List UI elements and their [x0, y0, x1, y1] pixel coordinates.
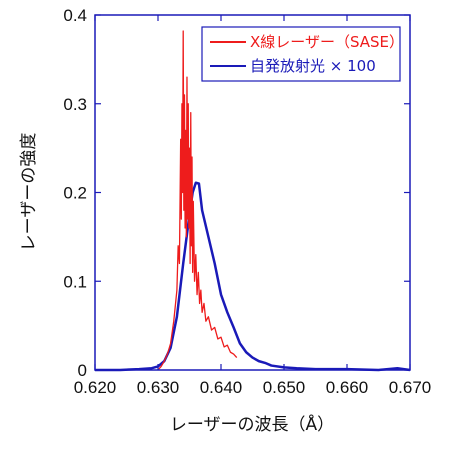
x-tick-label: 0.620 — [74, 378, 117, 397]
legend: X線レーザー（SASE） 自発放射光 × 100 — [201, 26, 404, 82]
y-tick-label: 0.4 — [63, 6, 87, 25]
y-tick-label: 0.2 — [63, 184, 87, 203]
y-tick-label: 0.3 — [63, 95, 87, 114]
y-tick-label: 0.1 — [63, 272, 87, 291]
x-tick-label: 0.630 — [137, 378, 180, 397]
y-tick-label: 0 — [78, 361, 87, 380]
legend-label-sase: X線レーザー（SASE） — [250, 33, 404, 51]
x-tick-label: 0.640 — [200, 378, 243, 397]
series-line-sase — [157, 30, 238, 371]
series-line-spontaneous — [95, 181, 411, 372]
series-layer — [95, 30, 411, 372]
y-axis-title: レーザーの強度 — [19, 133, 39, 252]
x-tick-label: 0.670 — [389, 378, 432, 397]
x-tick-label: 0.660 — [326, 378, 369, 397]
legend-label-spontaneous: 自発放射光 × 100 — [250, 57, 376, 75]
x-tick-label: 0.650 — [263, 378, 306, 397]
ticks-layer: 0.620 0.630 0.640 0.650 0.660 0.670 0 0.1 0.2 0.3… — [63, 6, 431, 397]
x-axis-title: レーザーの波長（Å） — [170, 413, 334, 435]
legend-box — [201, 26, 401, 82]
